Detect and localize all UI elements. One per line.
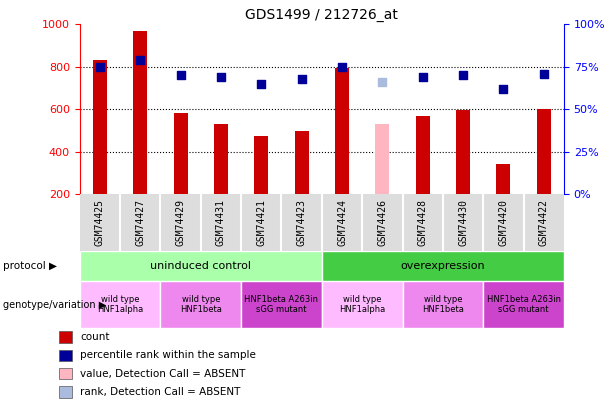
Bar: [335, 68, 349, 194]
Text: wild type
HNF1beta: wild type HNF1beta: [180, 295, 222, 314]
Bar: [403, 281, 483, 328]
Bar: [322, 251, 564, 281]
Text: HNF1beta A263in
sGG mutant: HNF1beta A263in sGG mutant: [245, 295, 319, 314]
Text: GSM74420: GSM74420: [498, 199, 508, 246]
Bar: [483, 281, 564, 328]
Point: [256, 81, 266, 87]
Bar: [497, 164, 511, 194]
Text: GSM74428: GSM74428: [417, 199, 428, 246]
Bar: [59, 331, 72, 343]
Text: uninduced control: uninduced control: [150, 261, 251, 271]
Point: [458, 72, 468, 79]
Text: overexpression: overexpression: [400, 261, 485, 271]
Title: GDS1499 / 212726_at: GDS1499 / 212726_at: [245, 8, 398, 22]
Bar: [161, 281, 241, 328]
Text: GSM74427: GSM74427: [135, 199, 145, 246]
Bar: [93, 60, 107, 194]
Bar: [254, 136, 268, 194]
Bar: [416, 116, 430, 194]
Text: GSM74431: GSM74431: [216, 199, 226, 246]
Bar: [537, 109, 551, 194]
Bar: [173, 113, 188, 194]
Point: [539, 70, 549, 77]
Point: [95, 64, 105, 70]
Text: GSM74424: GSM74424: [337, 199, 347, 246]
Text: value, Detection Call = ABSENT: value, Detection Call = ABSENT: [80, 369, 245, 379]
Bar: [295, 130, 309, 194]
Point: [135, 57, 145, 63]
Bar: [375, 124, 389, 194]
Bar: [322, 281, 403, 328]
Text: GSM74426: GSM74426: [378, 199, 387, 246]
Text: GSM74429: GSM74429: [175, 199, 186, 246]
Text: percentile rank within the sample: percentile rank within the sample: [80, 350, 256, 360]
Bar: [59, 386, 72, 398]
Bar: [456, 111, 470, 194]
Point: [337, 64, 347, 70]
Text: genotype/variation ▶: genotype/variation ▶: [3, 300, 106, 310]
Text: rank, Detection Call = ABSENT: rank, Detection Call = ABSENT: [80, 387, 240, 397]
Bar: [80, 281, 161, 328]
Text: GSM74423: GSM74423: [297, 199, 306, 246]
Text: wild type
HNF1beta: wild type HNF1beta: [422, 295, 464, 314]
Text: wild type
HNF1alpha: wild type HNF1alpha: [97, 295, 143, 314]
Point: [176, 72, 186, 79]
Text: count: count: [80, 332, 110, 342]
Point: [498, 86, 508, 92]
Bar: [59, 368, 72, 379]
Bar: [80, 251, 322, 281]
Bar: [214, 124, 228, 194]
Text: protocol ▶: protocol ▶: [3, 261, 57, 271]
Text: GSM74425: GSM74425: [95, 199, 105, 246]
Bar: [133, 31, 147, 194]
Text: GSM74430: GSM74430: [458, 199, 468, 246]
Bar: [59, 350, 72, 361]
Point: [216, 74, 226, 80]
Point: [418, 74, 428, 80]
Text: HNF1beta A263in
sGG mutant: HNF1beta A263in sGG mutant: [487, 295, 561, 314]
Point: [297, 75, 306, 82]
Text: GSM74421: GSM74421: [256, 199, 266, 246]
Text: GSM74422: GSM74422: [539, 199, 549, 246]
Text: wild type
HNF1alpha: wild type HNF1alpha: [339, 295, 386, 314]
Bar: [241, 281, 322, 328]
Point: [378, 79, 387, 85]
